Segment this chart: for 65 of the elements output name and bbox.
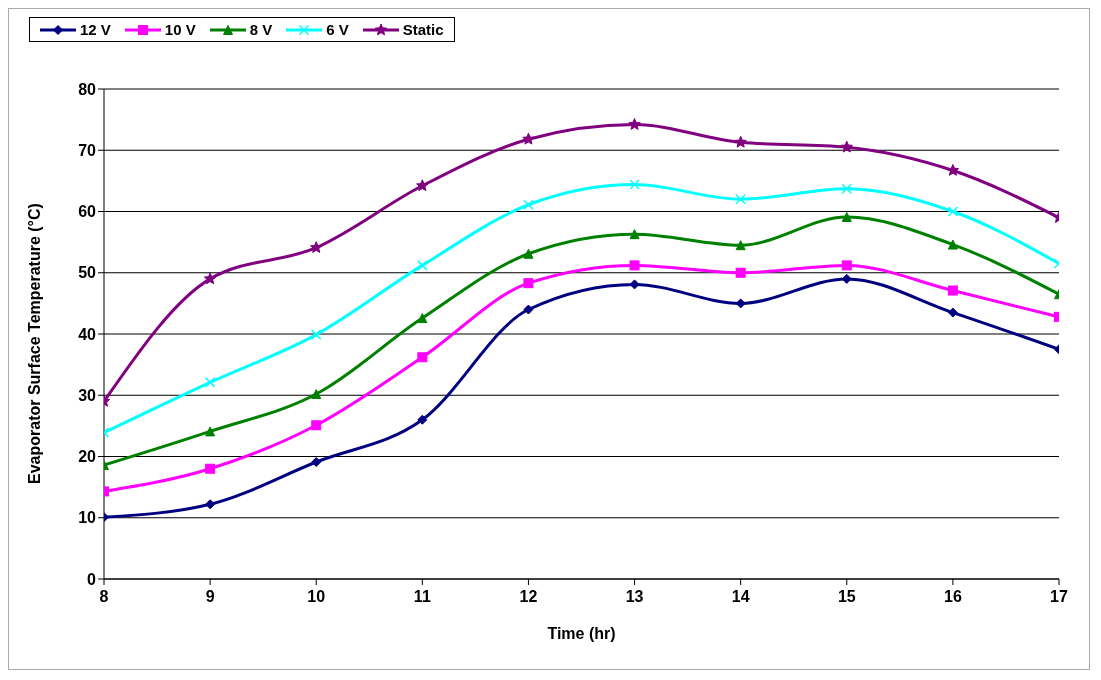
y-tick-label: 0 xyxy=(87,570,97,588)
point xyxy=(416,179,429,192)
point xyxy=(310,241,323,253)
point xyxy=(311,457,322,468)
y-tick-label: 80 xyxy=(78,80,97,98)
point xyxy=(628,118,641,130)
point xyxy=(735,267,746,278)
point xyxy=(947,239,958,250)
point xyxy=(841,183,853,195)
point xyxy=(205,426,216,437)
point xyxy=(310,329,322,340)
x-tick-label: 15 xyxy=(837,588,856,606)
x-tick-label: 13 xyxy=(625,588,644,606)
point xyxy=(203,272,217,285)
point xyxy=(735,298,746,309)
point xyxy=(523,199,534,211)
y-tick-label: 20 xyxy=(78,448,97,466)
point xyxy=(735,194,746,205)
y-tick-label: 70 xyxy=(78,141,97,159)
x-tick-label: 16 xyxy=(943,588,962,606)
point xyxy=(523,304,534,315)
y-axis-title: Evaporator Surface Temperature (°C) xyxy=(25,203,43,484)
legend-label: 8 V xyxy=(249,21,273,38)
point xyxy=(205,499,216,510)
point xyxy=(523,248,534,259)
point xyxy=(204,377,216,388)
point xyxy=(947,307,958,318)
point xyxy=(841,212,852,223)
legend-label: Static xyxy=(402,21,444,38)
legend-label: 6 V xyxy=(326,21,349,38)
x-axis-title: Time (hr) xyxy=(547,625,616,642)
x-tick-label: 14 xyxy=(731,588,750,606)
point xyxy=(946,163,960,176)
point xyxy=(417,313,428,324)
y-tick-label: 60 xyxy=(78,203,97,221)
point xyxy=(417,414,428,425)
point xyxy=(417,352,428,363)
y-tick-label: 30 xyxy=(78,386,97,404)
point xyxy=(947,206,959,217)
point xyxy=(841,260,852,271)
point xyxy=(629,179,640,190)
legend-label: 10 V xyxy=(164,21,196,38)
x-tick-label: 17 xyxy=(1050,588,1068,606)
point xyxy=(947,285,958,296)
y-tick-label: 40 xyxy=(78,325,97,343)
point xyxy=(205,463,216,474)
point xyxy=(311,420,322,431)
x-tick-label: 12 xyxy=(519,588,538,606)
x-tick-label: 10 xyxy=(307,588,326,606)
point xyxy=(629,260,640,271)
x-tick-label: 11 xyxy=(413,588,431,606)
y-tick-label: 50 xyxy=(78,264,97,282)
point xyxy=(523,278,534,289)
x-tick-label: 8 xyxy=(99,588,109,606)
legend-label: 12 V xyxy=(80,21,111,38)
y-tick-label: 10 xyxy=(78,509,97,527)
point xyxy=(522,132,535,145)
point xyxy=(734,135,747,148)
point xyxy=(629,279,640,290)
point xyxy=(735,240,746,251)
point xyxy=(840,140,853,153)
point xyxy=(417,260,428,271)
point xyxy=(311,389,322,400)
point xyxy=(629,229,640,240)
x-tick-label: 9 xyxy=(205,588,215,606)
